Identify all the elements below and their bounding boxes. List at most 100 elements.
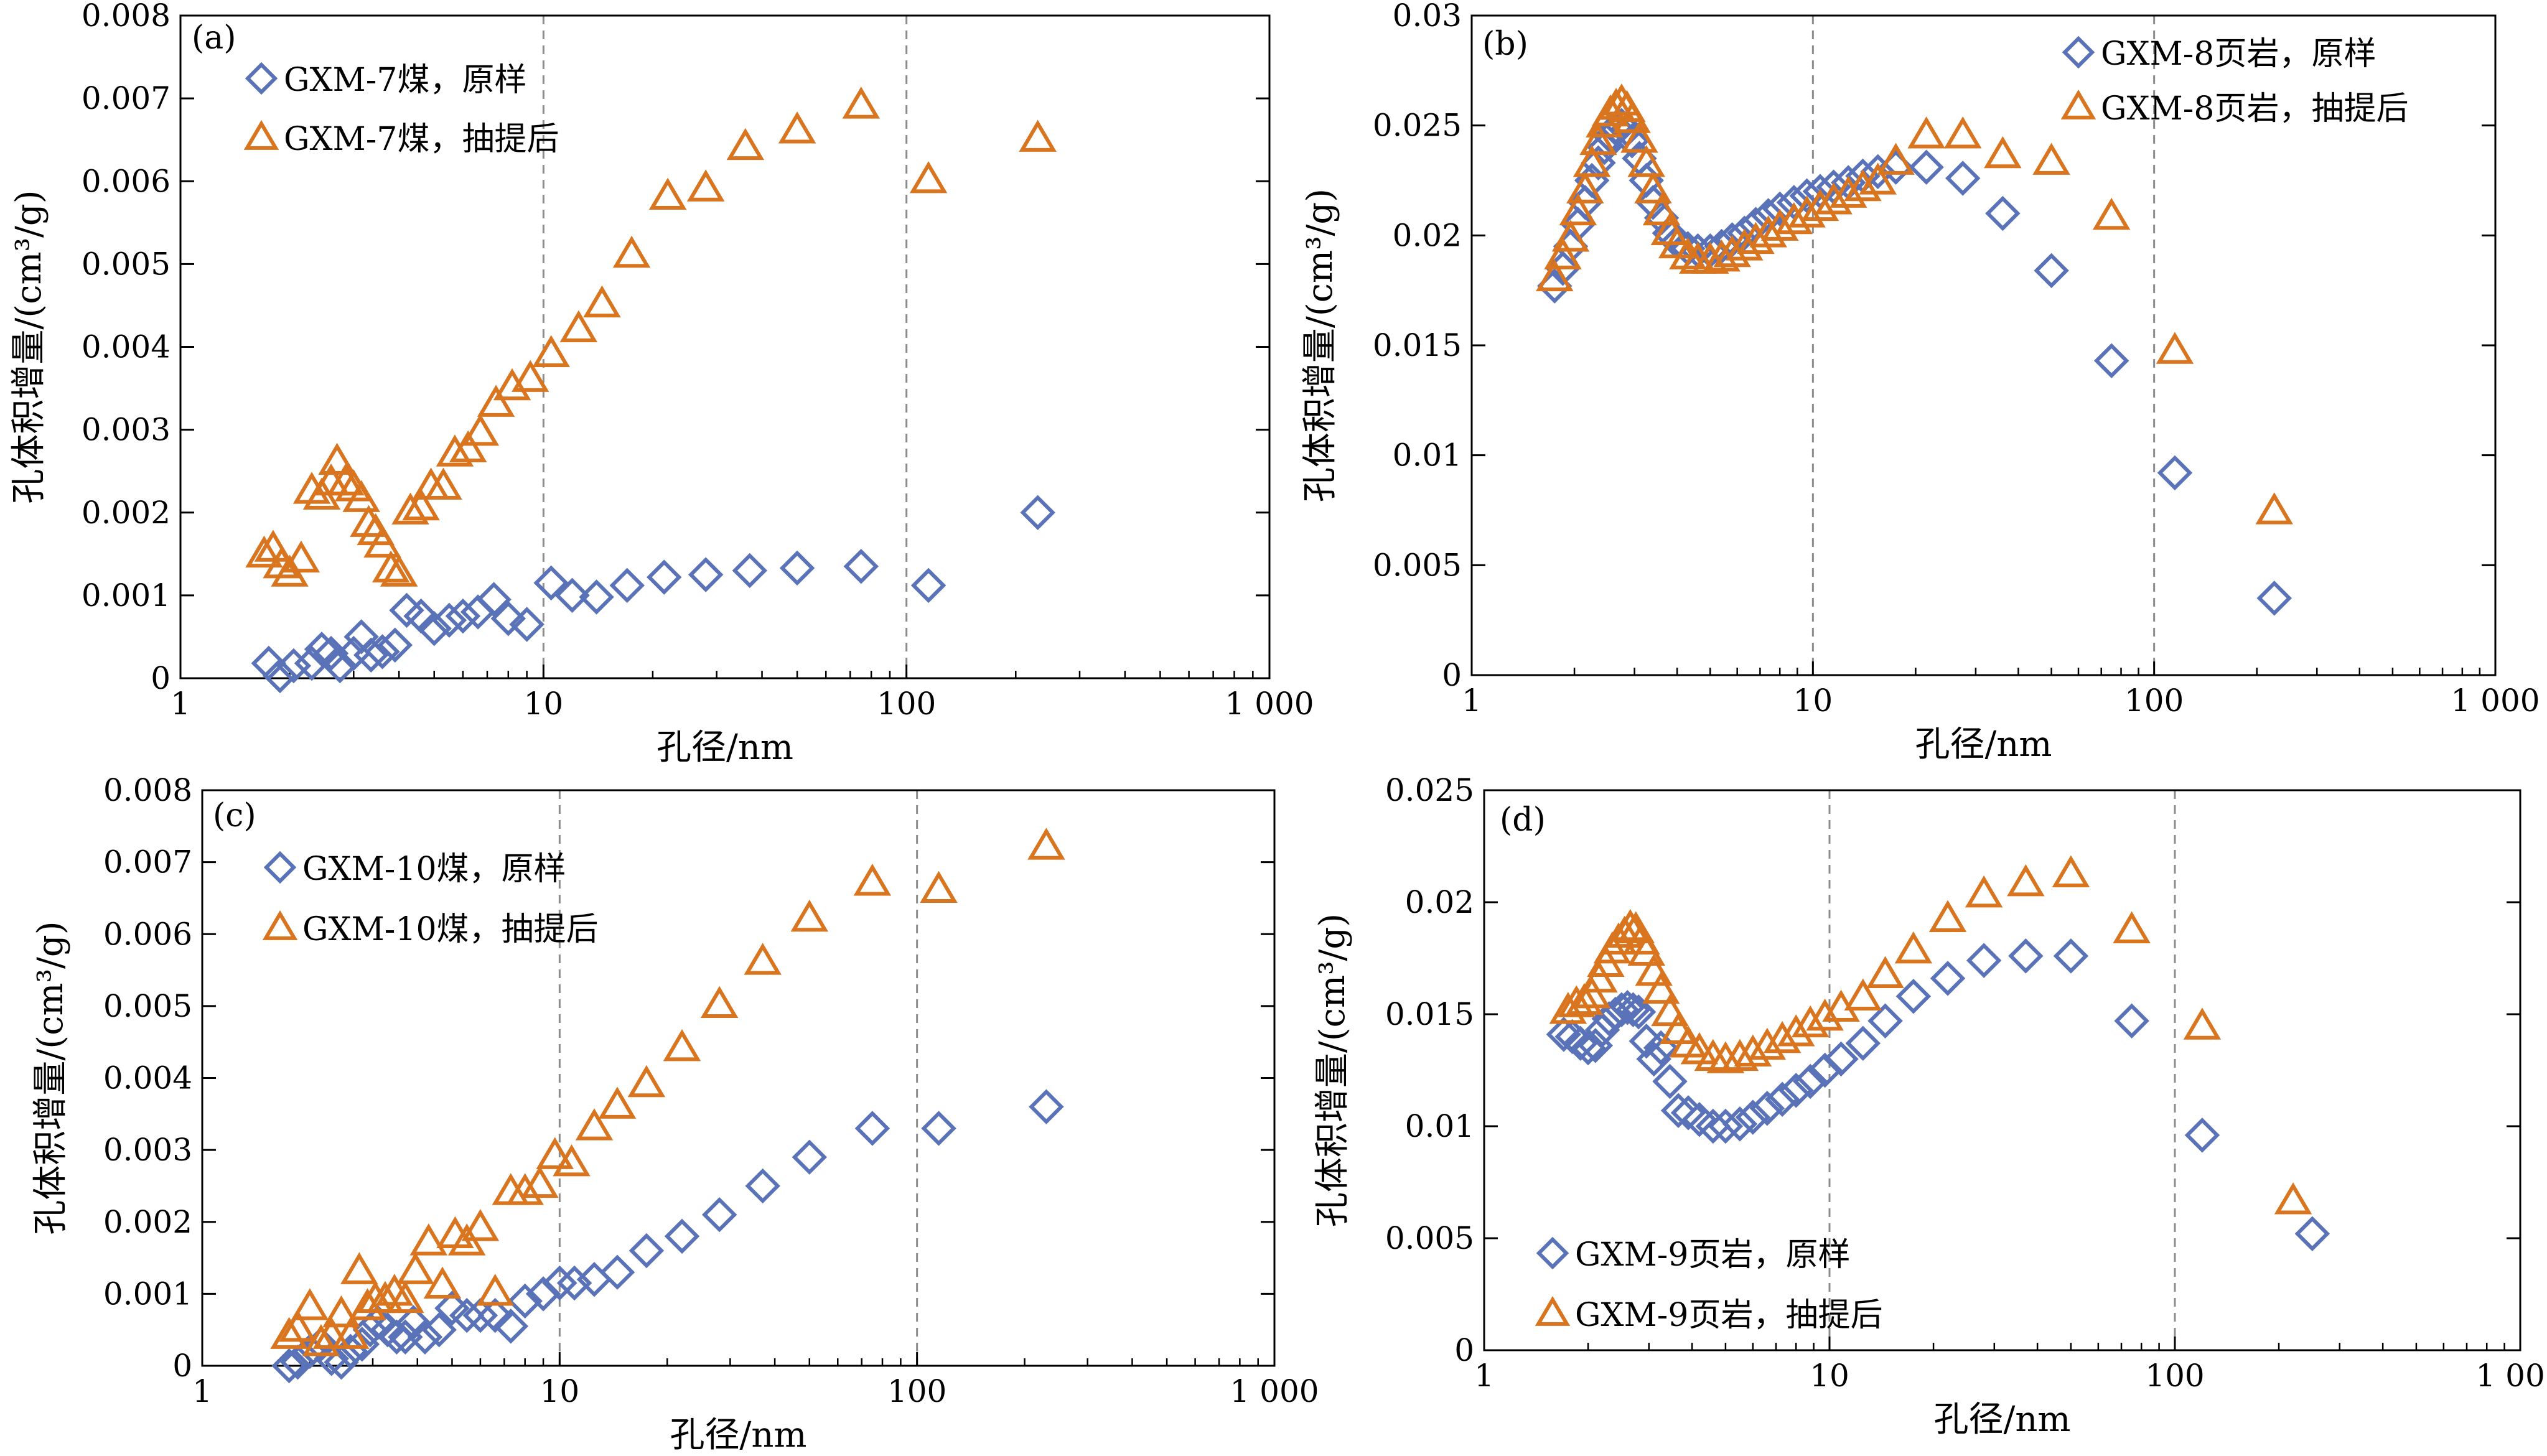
chart-panel-b: 1 10 100 1 000 0 0.005 0.01 0.015 0.02 0.025 0.03 孔…: [1300, 0, 2540, 765]
series-original: [1546, 938, 2330, 1252]
data-point-diamond: [1652, 1063, 1688, 1099]
data-point-triangle: [1019, 119, 1057, 152]
data-point-triangle: [279, 1309, 317, 1342]
data-point-triangle: [1760, 208, 1799, 241]
data-point-diamond: [490, 600, 526, 637]
data-point-triangle: [686, 169, 725, 202]
x-tick-label: 1: [192, 1373, 212, 1409]
y-tick-label: 0.02: [1393, 217, 1462, 253]
data-point-triangle: [1749, 215, 1787, 248]
data-point-triangle: [1877, 142, 1915, 175]
data-point-diamond: [745, 1168, 780, 1204]
y-tick-label: 0.006: [82, 163, 171, 199]
data-point-triangle: [790, 899, 829, 932]
y-tick-label: 0.007: [103, 844, 192, 880]
data-point-triangle: [270, 1317, 308, 1349]
legend: GXM-7煤，原样 GXM-7煤，抽提后: [243, 62, 559, 158]
data-point-triangle: [1659, 1012, 1698, 1044]
y-tick-label: 0.007: [82, 80, 171, 116]
data-point-triangle: [322, 1295, 360, 1328]
legend-marker-triangle: [2060, 89, 2096, 119]
data-point-diamond: [324, 1344, 359, 1380]
x-tick-label: 100: [887, 1373, 946, 1409]
data-point-diamond: [779, 550, 815, 586]
data-point-triangle: [2255, 492, 2294, 525]
data-point-diamond: [1789, 178, 1825, 213]
data-point-triangle: [1669, 237, 1707, 269]
y-tick-label: 0.003: [103, 1132, 192, 1168]
data-point-triangle: [372, 550, 410, 583]
data-point-triangle: [1597, 88, 1635, 120]
data-point-diamond: [476, 582, 512, 617]
data-point-diamond: [421, 1312, 457, 1348]
legend-entry-label: GXM-8页岩，原样: [2101, 35, 2376, 73]
data-point-triangle: [2092, 197, 2131, 230]
x-tick-label: 10: [1793, 683, 1833, 719]
y-tick-label: 0.001: [82, 577, 171, 614]
data-point-diamond: [1778, 1073, 1814, 1108]
data-point-triangle: [1027, 828, 1065, 860]
data-point-triangle: [461, 1209, 500, 1241]
panel-label: (a): [192, 19, 236, 57]
data-point-triangle: [575, 1108, 614, 1141]
data-point-triangle: [506, 1173, 544, 1205]
data-point-diamond: [507, 1283, 543, 1319]
data-point-triangle: [245, 535, 283, 568]
data-point-triangle: [1573, 976, 1611, 1009]
x-tick-label: 10: [540, 1373, 580, 1409]
data-point-diamond: [1563, 1025, 1598, 1062]
y-tick-label: 0.008: [82, 0, 171, 34]
y-tick-label: 0: [151, 660, 171, 696]
data-point-diamond: [477, 1297, 513, 1333]
data-point-diamond: [2294, 1216, 2330, 1252]
data-point-triangle: [1984, 136, 2022, 169]
data-point-diamond: [431, 602, 467, 638]
x-tick-label: 10: [524, 686, 564, 722]
data-point-diamond: [462, 1297, 498, 1333]
y-axis-label: 孔体积增量/(cm³/g): [1312, 913, 1353, 1227]
data-point-diamond: [1620, 994, 1657, 1030]
y-tick-label: 0.01: [1393, 437, 1462, 474]
data-point-triangle: [396, 1252, 434, 1284]
data-point-triangle: [612, 235, 651, 268]
data-point-diamond: [377, 627, 413, 663]
y-tick-label: 0.025: [1373, 108, 1462, 144]
legend-marker-diamond: [2062, 35, 2095, 69]
series-extracted: [1536, 83, 2294, 525]
data-point-diamond: [701, 1197, 737, 1233]
data-point-triangle: [778, 111, 816, 144]
data-point-triangle: [302, 1324, 340, 1356]
data-point-triangle: [476, 1274, 514, 1306]
data-point-diamond: [1722, 1106, 1758, 1142]
legend-marker-triangle: [243, 119, 279, 150]
x-axis-label: 孔径/nm: [670, 1415, 806, 1455]
data-point-diamond: [1029, 1089, 1064, 1124]
legend-marker-triangle: [262, 910, 298, 940]
chart-panel-a: 1 10 100 1 000 0 0.001 0.002 0.003 0.004 0.005 0.0…: [9, 0, 1314, 768]
chart-panel-c: 1 10 100 1 000 0 0.001 0.002 0.003 0.004 0.005 0.0…: [30, 772, 1319, 1455]
data-point-triangle: [2052, 855, 2090, 887]
y-tick-label: 0.015: [1385, 996, 1474, 1032]
data-point-diamond: [353, 637, 389, 673]
data-point-diamond: [554, 577, 590, 614]
data-point-triangle: [1721, 1038, 1759, 1071]
data-point-diamond: [1823, 1041, 1859, 1077]
data-point-diamond: [313, 635, 349, 671]
data-point-diamond: [792, 1139, 828, 1175]
data-point-diamond: [1966, 943, 2002, 978]
plot-frame: [1483, 789, 2521, 1351]
y-tick-label: 0.002: [103, 1204, 192, 1240]
data-point-diamond: [2184, 1118, 2220, 1153]
data-point-triangle: [1844, 169, 1882, 202]
data-point-diamond: [1020, 495, 1055, 530]
data-point-triangle: [1620, 121, 1658, 153]
data-point-diamond: [449, 1297, 485, 1333]
legend-entry-label: GXM-10煤，原样: [302, 851, 566, 888]
x-tick-label: 1: [1462, 683, 1482, 719]
data-point-triangle: [532, 335, 570, 367]
data-point-triangle: [461, 414, 500, 446]
legend: GXM-9页岩，原样 GXM-9页岩，抽提后: [1535, 1236, 1882, 1334]
data-point-diamond: [579, 579, 614, 615]
data-point-diamond: [276, 648, 312, 684]
data-point-triangle: [726, 128, 765, 161]
